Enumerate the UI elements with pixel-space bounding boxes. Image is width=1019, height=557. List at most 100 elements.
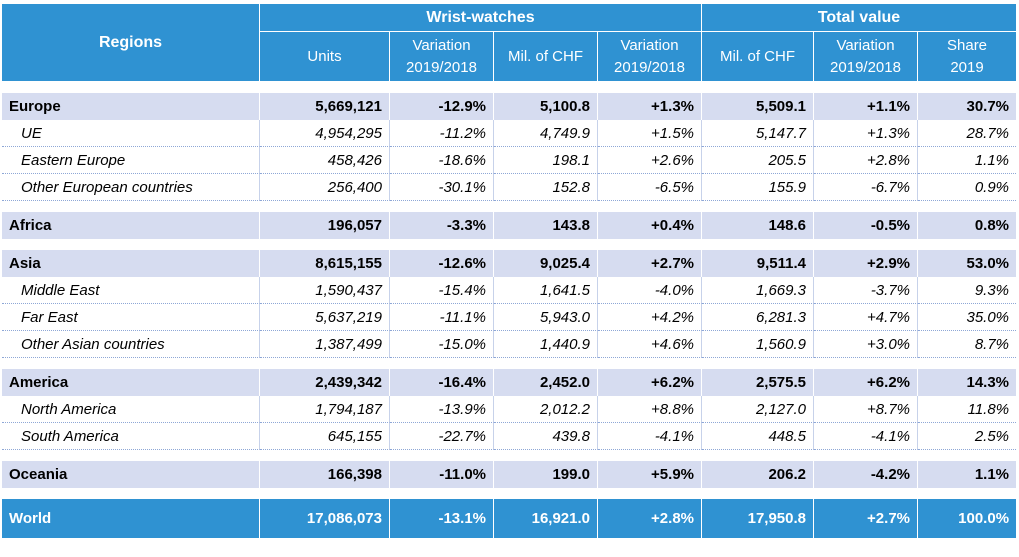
share-cell: 8.7% [918,331,1017,358]
row-spacer [2,239,1016,250]
units-cell: 5,669,121 [260,93,390,120]
wrist-chf-cell: 5,100.8 [494,93,598,120]
total-variation-cell: +2.7% [814,499,918,538]
regions-header: Regions [2,4,260,82]
total-variation-cell: +6.2% [814,369,918,396]
region-name: Europe [2,93,260,120]
share-cell: 9.3% [918,277,1017,304]
units-variation-cell: -11.0% [390,461,494,488]
subregion-name: Other European countries [2,174,260,201]
total-variation-cell: +4.7% [814,304,918,331]
wrist-watches-group-header: Wrist-watches [260,4,702,32]
units-variation-cell: -11.2% [390,120,494,147]
total-variation-header: Variation 2019/2018 [814,32,918,82]
total-chf-cell: 2,127.0 [702,396,814,423]
wrist-chf-variation-cell: -4.1% [598,423,702,450]
wrist-chf-cell: 199.0 [494,461,598,488]
subregion-name: North America [2,396,260,423]
share-cell: 14.3% [918,369,1017,396]
subregion-row-far-east: Far East 5,637,219 -11.1% 5,943.0 +4.2% … [2,304,1017,331]
units-cell: 458,426 [260,147,390,174]
wrist-chf-header: Mil. of CHF [494,32,598,82]
units-cell: 5,637,219 [260,304,390,331]
region-row-america: America 2,439,342 -16.4% 2,452.0 +6.2% 2… [2,369,1017,396]
units-variation-cell: -30.1% [390,174,494,201]
share-cell: 1.1% [918,147,1017,174]
region-row-asia: Asia 8,615,155 -12.6% 9,025.4 +2.7% 9,51… [2,250,1017,277]
total-variation-cell: +1.3% [814,120,918,147]
wrist-chf-variation-cell: +6.2% [598,369,702,396]
total-variation-cell: +1.1% [814,93,918,120]
row-spacer [2,358,1016,369]
total-chf-cell: 17,950.8 [702,499,814,538]
total-variation-cell: -0.5% [814,212,918,239]
total-chf-cell: 205.5 [702,147,814,174]
wrist-chf-variation-cell: -4.0% [598,277,702,304]
subregion-name: South America [2,423,260,450]
total-variation-cell: +2.8% [814,147,918,174]
share-cell: 30.7% [918,93,1017,120]
total-chf-cell: 5,147.7 [702,120,814,147]
wrist-chf-cell: 5,943.0 [494,304,598,331]
region-row-africa: Africa 196,057 -3.3% 143.8 +0.4% 148.6 -… [2,212,1017,239]
units-variation-cell: -13.9% [390,396,494,423]
units-variation-cell: -12.6% [390,250,494,277]
world-label: World [2,499,260,538]
total-variation-cell: -4.2% [814,461,918,488]
units-variation-cell: -11.1% [390,304,494,331]
subregion-row-ue: UE 4,954,295 -11.2% 4,749.9 +1.5% 5,147.… [2,120,1017,147]
column-header-row: Units Variation 2019/2018 Mil. of CHF Var… [2,32,1017,82]
table-body: Europe 5,669,121 -12.9% 5,100.8 +1.3% 5,… [2,82,1017,538]
wrist-chf-variation-cell: +0.4% [598,212,702,239]
subregion-row-middle-east: Middle East 1,590,437 -15.4% 1,641.5 -4.… [2,277,1017,304]
units-cell: 1,794,187 [260,396,390,423]
subregion-row-eastern-europe: Eastern Europe 458,426 -18.6% 198.1 +2.6… [2,147,1017,174]
wrist-chf-cell: 2,452.0 [494,369,598,396]
total-chf-cell: 206.2 [702,461,814,488]
subregion-row-other-european: Other European countries 256,400 -30.1% … [2,174,1017,201]
share-cell: 1.1% [918,461,1017,488]
wrist-chf-variation-cell: +2.6% [598,147,702,174]
wrist-chf-variation-cell: +2.7% [598,250,702,277]
share-cell: 35.0% [918,304,1017,331]
region-name: Asia [2,250,260,277]
total-chf-cell: 6,281.3 [702,304,814,331]
row-spacer [2,488,1016,499]
row-spacer [2,450,1016,461]
total-variation-cell: +3.0% [814,331,918,358]
subregion-row-north-america: North America 1,794,187 -13.9% 2,012.2 +… [2,396,1017,423]
share-cell: 100.0% [918,499,1017,538]
units-variation-cell: -13.1% [390,499,494,538]
total-chf-cell: 2,575.5 [702,369,814,396]
share-cell: 53.0% [918,250,1017,277]
units-cell: 1,387,499 [260,331,390,358]
subregion-name: UE [2,120,260,147]
region-row-europe: Europe 5,669,121 -12.9% 5,100.8 +1.3% 5,… [2,93,1017,120]
total-variation-cell: -4.1% [814,423,918,450]
wrist-chf-variation-cell: +4.2% [598,304,702,331]
wrist-chf-cell: 198.1 [494,147,598,174]
units-header: Units [260,32,390,82]
units-cell: 1,590,437 [260,277,390,304]
wrist-chf-variation-cell: +1.5% [598,120,702,147]
units-variation-header: Variation 2019/2018 [390,32,494,82]
total-variation-cell: -6.7% [814,174,918,201]
wrist-chf-variation-cell: +2.8% [598,499,702,538]
units-variation-cell: -16.4% [390,369,494,396]
wrist-chf-variation-cell: +4.6% [598,331,702,358]
wrist-chf-variation-cell: +1.3% [598,93,702,120]
region-name: Oceania [2,461,260,488]
total-chf-cell: 448.5 [702,423,814,450]
share-cell: 28.7% [918,120,1017,147]
wrist-chf-variation-cell: +8.8% [598,396,702,423]
region-row-oceania: Oceania 166,398 -11.0% 199.0 +5.9% 206.2… [2,461,1017,488]
wrist-chf-cell: 4,749.9 [494,120,598,147]
units-cell: 196,057 [260,212,390,239]
group-header-row: Regions Wrist-watches Total value [2,4,1017,82]
units-cell: 645,155 [260,423,390,450]
subregion-name: Far East [2,304,260,331]
wrist-chf-cell: 439.8 [494,423,598,450]
total-variation-cell: -3.7% [814,277,918,304]
total-chf-cell: 5,509.1 [702,93,814,120]
units-cell: 166,398 [260,461,390,488]
